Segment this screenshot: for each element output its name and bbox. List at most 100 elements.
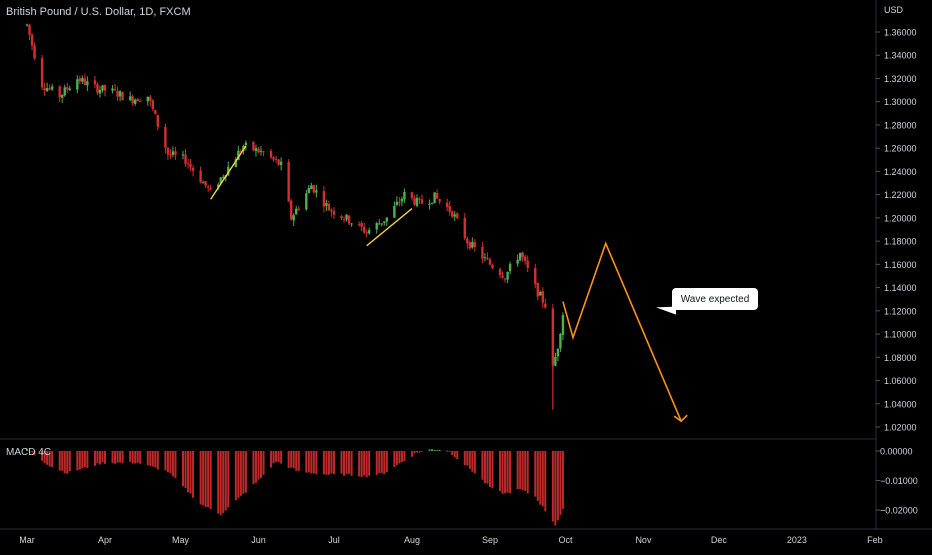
candle-body — [307, 187, 311, 194]
candle-body — [149, 96, 152, 101]
candle-body — [340, 215, 343, 219]
macd-bar — [151, 451, 154, 467]
macd-bar — [332, 451, 335, 475]
candle-body — [219, 177, 222, 184]
wave-expected-callout[interactable]: Wave expected — [672, 288, 758, 310]
macd-bar — [428, 449, 431, 451]
candle-body — [413, 198, 416, 205]
price-tick-label: 1.18000 — [884, 237, 917, 247]
candle-body — [269, 150, 273, 158]
symbol-title: British Pound / U.S. Dollar, 1D, FXCM — [6, 6, 191, 18]
price-tick-label: 1.04000 — [884, 399, 917, 409]
price-tick-label: 1.20000 — [884, 213, 917, 223]
candle-body — [297, 208, 300, 210]
candle — [48, 84, 51, 91]
candle — [277, 158, 280, 166]
macd-bar — [76, 451, 79, 471]
time-tick-label: 2023 — [787, 535, 807, 545]
candle — [289, 199, 293, 221]
candle — [181, 150, 185, 160]
candle-body — [206, 186, 210, 188]
price-tick-label: 1.32000 — [884, 74, 917, 84]
macd-bar — [244, 451, 247, 493]
candle-body — [385, 217, 389, 222]
candle-body — [315, 190, 318, 193]
candle — [262, 150, 265, 157]
candle-body — [139, 100, 142, 102]
candle-body — [156, 114, 160, 127]
macd-bar — [556, 451, 559, 521]
candle — [93, 75, 97, 89]
candle — [468, 240, 472, 251]
candle — [491, 263, 494, 270]
candle-body — [111, 88, 114, 91]
candle-body — [367, 230, 371, 234]
macd-bar — [33, 451, 36, 456]
candle — [433, 192, 436, 204]
macd-bar — [277, 451, 280, 462]
candle — [61, 94, 64, 104]
candle-body — [121, 92, 124, 101]
candle-body — [166, 147, 170, 155]
macd-bar — [481, 451, 484, 480]
macd-bar — [345, 451, 348, 474]
macd-bar — [280, 451, 283, 464]
candle-body — [262, 151, 265, 153]
candle-body — [551, 308, 555, 366]
candle — [523, 254, 527, 265]
candle — [340, 215, 343, 221]
candle-body — [342, 219, 346, 221]
candle-body — [209, 188, 212, 190]
macd-bar — [290, 451, 293, 468]
macd-bar — [325, 451, 328, 475]
candle-body — [239, 150, 243, 152]
candle-body — [204, 181, 207, 186]
macd-bar — [431, 449, 434, 451]
candle — [508, 261, 512, 275]
candle-body — [403, 191, 406, 200]
price-tick-label: 1.12000 — [884, 306, 917, 316]
candle — [415, 194, 419, 208]
macd-bar — [136, 451, 139, 463]
candle-body — [420, 199, 424, 204]
macd-bar — [453, 451, 456, 458]
macd-bar — [116, 451, 119, 463]
macd-bar — [149, 451, 152, 466]
macd-bar — [400, 451, 403, 463]
candle-body — [186, 163, 190, 165]
time-tick-label: Mar — [19, 535, 35, 545]
macd-bar — [501, 451, 504, 494]
candle — [25, 23, 29, 27]
macd-bar — [418, 451, 421, 453]
candle-body — [287, 161, 290, 202]
macd-bar — [375, 451, 378, 475]
candle-body — [400, 198, 404, 202]
candle — [171, 146, 175, 158]
candle-body — [257, 148, 260, 153]
candle — [526, 255, 529, 273]
macd-bar — [275, 451, 278, 462]
candle-body — [40, 58, 44, 88]
candle — [154, 109, 157, 115]
candle — [375, 221, 378, 234]
macd-bar — [154, 451, 157, 468]
candle — [254, 144, 258, 157]
candle — [362, 222, 366, 234]
candle — [259, 146, 263, 156]
candle — [498, 267, 502, 278]
candle-body — [63, 87, 66, 96]
macd-bar — [114, 451, 117, 464]
candle — [146, 96, 149, 106]
candle — [43, 82, 46, 96]
candle-body — [164, 126, 167, 148]
candle-body — [561, 314, 565, 335]
candle-body — [48, 88, 51, 90]
candle-body — [418, 198, 421, 200]
candle — [128, 91, 132, 101]
candle-body — [146, 96, 149, 102]
macd-bar — [544, 451, 547, 512]
candle — [118, 89, 122, 102]
price-tick-label: 1.06000 — [884, 376, 917, 386]
